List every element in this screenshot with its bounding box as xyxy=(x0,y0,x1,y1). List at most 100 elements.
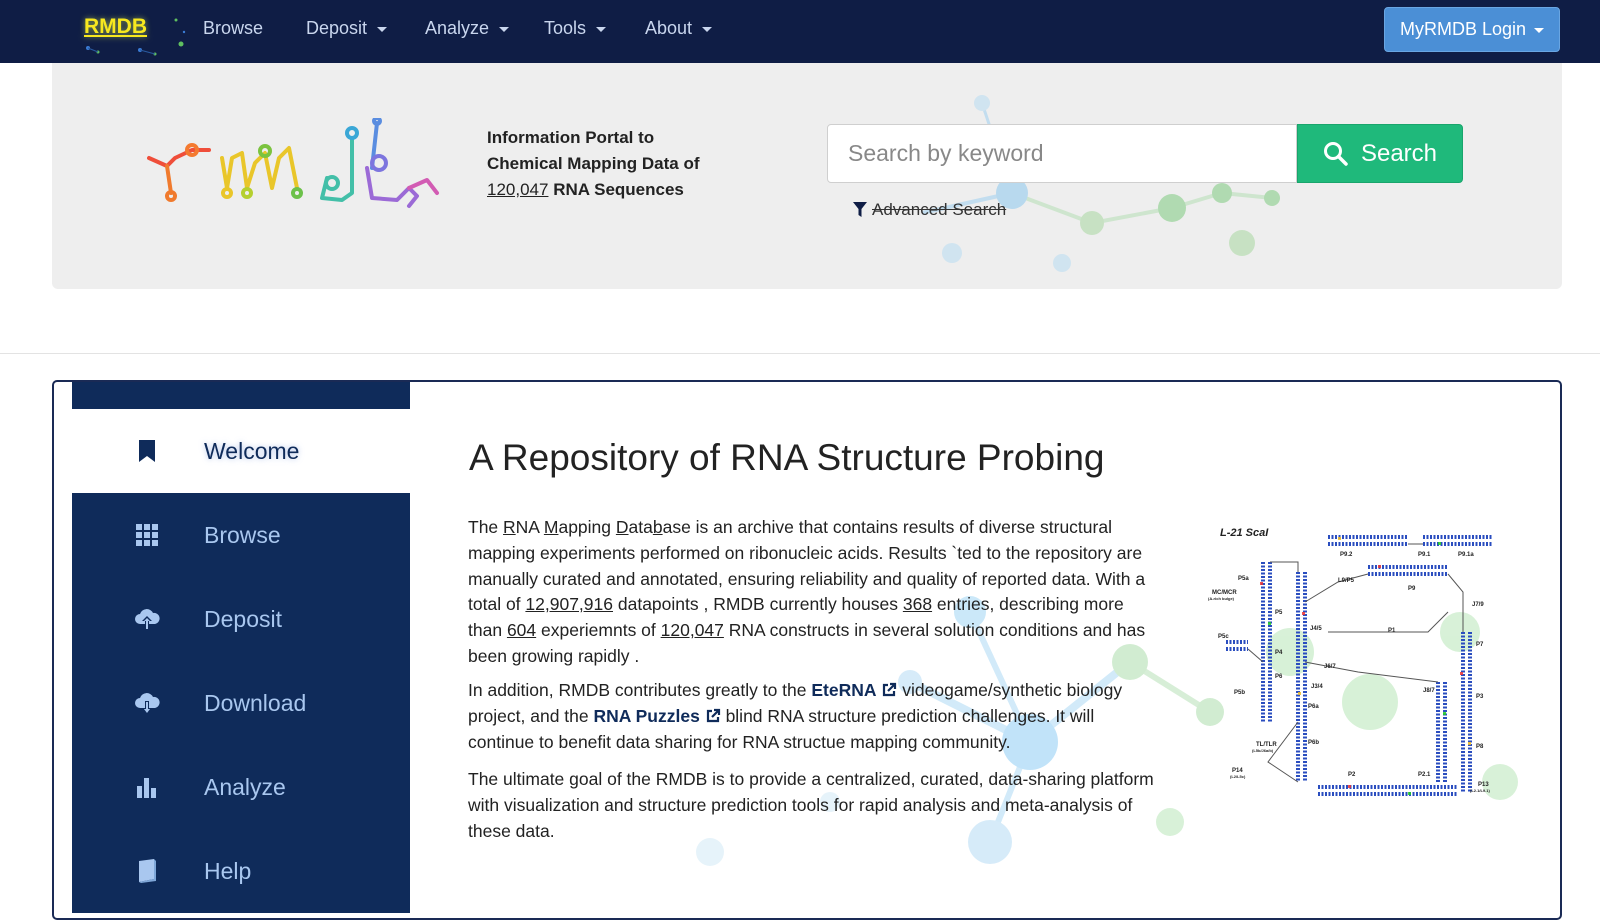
sidebar-item-label[interactable]: Analyze xyxy=(204,773,286,800)
diagram-label: P9.1 xyxy=(1418,552,1431,558)
caret-down-icon xyxy=(1534,28,1545,33)
nav-tools[interactable]: Tools xyxy=(544,18,607,39)
text: videogame/synthetic biology project, and… xyxy=(468,680,1123,726)
welcome-panel: Welcome Browse Deposit Download Analyze … xyxy=(52,380,1562,920)
search-button-label[interactable]: Search xyxy=(1360,139,1438,167)
sidebar: Welcome Browse Deposit Download Analyze … xyxy=(72,382,410,918)
diagram-label: P2 xyxy=(1348,772,1356,778)
filter-icon xyxy=(853,202,867,217)
nav-browse[interactable]: Browse xyxy=(203,18,263,39)
rmdb-logo xyxy=(147,118,439,208)
top-navbar: RMDB Browse Deposit Analyze Tools About … xyxy=(0,0,1600,63)
text: blind RNA structure prediction challenge… xyxy=(468,705,1095,752)
sidebar-item-label[interactable]: Deposit xyxy=(204,605,282,632)
caret-down-icon xyxy=(499,27,510,32)
caret-down-icon xyxy=(702,27,713,32)
nav-deposit-label[interactable]: Deposit xyxy=(306,18,368,38)
text: The xyxy=(468,517,504,537)
sidebar-item-deposit[interactable]: Deposit xyxy=(72,577,410,661)
sidebar-item-label[interactable]: Download xyxy=(204,689,307,716)
contributions-paragraph: In addition, RMDB contributes greatly to… xyxy=(468,678,1158,755)
datapoints-count[interactable]: 12,907,916 xyxy=(525,594,613,615)
hero-banner: Information Portal to Chemical Mapping D… xyxy=(52,63,1562,289)
diagram-label: TL/TLR xyxy=(1256,742,1277,748)
sidebar-item-analyze[interactable]: Analyze xyxy=(72,745,410,829)
diagram-label: P13 xyxy=(1478,782,1489,788)
diagram-label: P9.1a xyxy=(1458,552,1474,558)
sidebar-item-welcome[interactable]: Welcome xyxy=(72,409,410,493)
text: ata xyxy=(628,517,653,537)
text: ase is an archive that contains results … xyxy=(468,517,1146,615)
advanced-search-label[interactable]: Advanced Search xyxy=(872,200,1007,219)
rna-secondary-structure-diagram: L-21 ScaI xyxy=(1208,527,1493,796)
sidebar-item-label[interactable]: Welcome xyxy=(204,437,300,464)
nav-analyze[interactable]: Analyze xyxy=(425,18,510,39)
text: entries, describing more than xyxy=(468,594,1124,641)
cloud-download-icon xyxy=(135,693,160,714)
diagram-label: J7/9 xyxy=(1472,602,1484,608)
bar-chart-icon xyxy=(137,778,156,798)
diagram-label: P5a xyxy=(1238,576,1249,582)
diagram-label: P6b xyxy=(1308,740,1319,746)
login-label[interactable]: MyRMDB Login xyxy=(1399,19,1527,39)
diagram-label: P9.2 xyxy=(1340,552,1353,558)
diagram-label: (L2.1/L9.1) xyxy=(1470,788,1490,793)
nav-about[interactable]: About xyxy=(645,18,713,39)
nav-deposit[interactable]: Deposit xyxy=(306,18,388,39)
brand-logo[interactable]: RMDB xyxy=(80,10,190,56)
entries-count[interactable]: 368 xyxy=(902,594,933,615)
advanced-search-link[interactable]: Advanced Search xyxy=(852,200,1006,220)
rna-puzzles-link[interactable]: RNA Puzzles xyxy=(593,705,700,726)
nav-browse-label[interactable]: Browse xyxy=(203,18,264,38)
diagram-label: P1 xyxy=(1388,628,1396,634)
nav-about-label[interactable]: About xyxy=(645,18,693,38)
text: experiemnts of xyxy=(536,620,661,641)
eterna-link[interactable]: EteRNA xyxy=(811,680,877,700)
diagram-label: J6/7 xyxy=(1324,664,1336,670)
diagram-label: P4 xyxy=(1275,650,1283,656)
grid-icon xyxy=(136,524,158,546)
intro-paragraph: The RNA Mapping Database is an archive t… xyxy=(468,515,1158,670)
diagram-label: MC/MCR xyxy=(1212,590,1237,596)
welcome-content: A Repository of RNA Structure Probing Th… xyxy=(410,382,1560,918)
diagram-label: (L2/L5c) xyxy=(1230,774,1246,779)
diagram-label: P5b xyxy=(1234,690,1245,696)
search-input[interactable] xyxy=(827,124,1297,183)
diagram-label: P14 xyxy=(1232,768,1243,774)
text: datapoints , RMDB currently houses xyxy=(613,594,903,615)
portal-line-3: 120,047 RNA Sequences xyxy=(487,177,767,203)
brand-text[interactable]: RMDB xyxy=(84,15,147,38)
sidebar-item-download[interactable]: Download xyxy=(72,661,410,745)
brand-decoration xyxy=(86,18,186,56)
diagram-label: P2.1 xyxy=(1418,772,1431,778)
nav-tools-label[interactable]: Tools xyxy=(544,18,587,38)
text: b xyxy=(652,517,663,537)
nav-analyze-label[interactable]: Analyze xyxy=(425,18,490,38)
login-button[interactable]: MyRMDB Login xyxy=(1384,7,1560,52)
diagram-label: P5c xyxy=(1218,634,1229,640)
molecule-background xyxy=(921,95,1280,272)
portal-line-1: Information Portal to xyxy=(487,128,655,147)
diagram-label: P6a xyxy=(1308,704,1319,710)
goal-paragraph: The ultimate goal of the RMDB is to prov… xyxy=(468,769,1154,841)
experiments-count[interactable]: 604 xyxy=(506,620,537,641)
sidebar-header xyxy=(72,382,410,409)
bookmark-icon xyxy=(139,440,155,462)
sidebar-item-label[interactable]: Browse xyxy=(204,521,281,548)
section-divider xyxy=(0,353,1600,354)
external-link-icon xyxy=(706,708,720,722)
sidebar-item-browse[interactable]: Browse xyxy=(72,493,410,577)
diagram-label: J8/7 xyxy=(1423,688,1435,694)
diagram-label: P7 xyxy=(1476,642,1484,648)
search-button[interactable]: Search xyxy=(1297,124,1463,183)
sidebar-item-label[interactable]: Help xyxy=(204,857,252,884)
diagram-label: P9 xyxy=(1408,586,1416,592)
text: D xyxy=(615,517,629,537)
text: M xyxy=(543,517,559,537)
caret-down-icon xyxy=(596,27,607,32)
search-icon xyxy=(1323,141,1348,166)
constructs-count[interactable]: 120,047 xyxy=(660,620,724,641)
sequence-count[interactable]: 120,047 xyxy=(487,180,549,199)
sidebar-item-help[interactable]: Help xyxy=(72,829,410,913)
diagram-title: L-21 ScaI xyxy=(1220,527,1269,539)
